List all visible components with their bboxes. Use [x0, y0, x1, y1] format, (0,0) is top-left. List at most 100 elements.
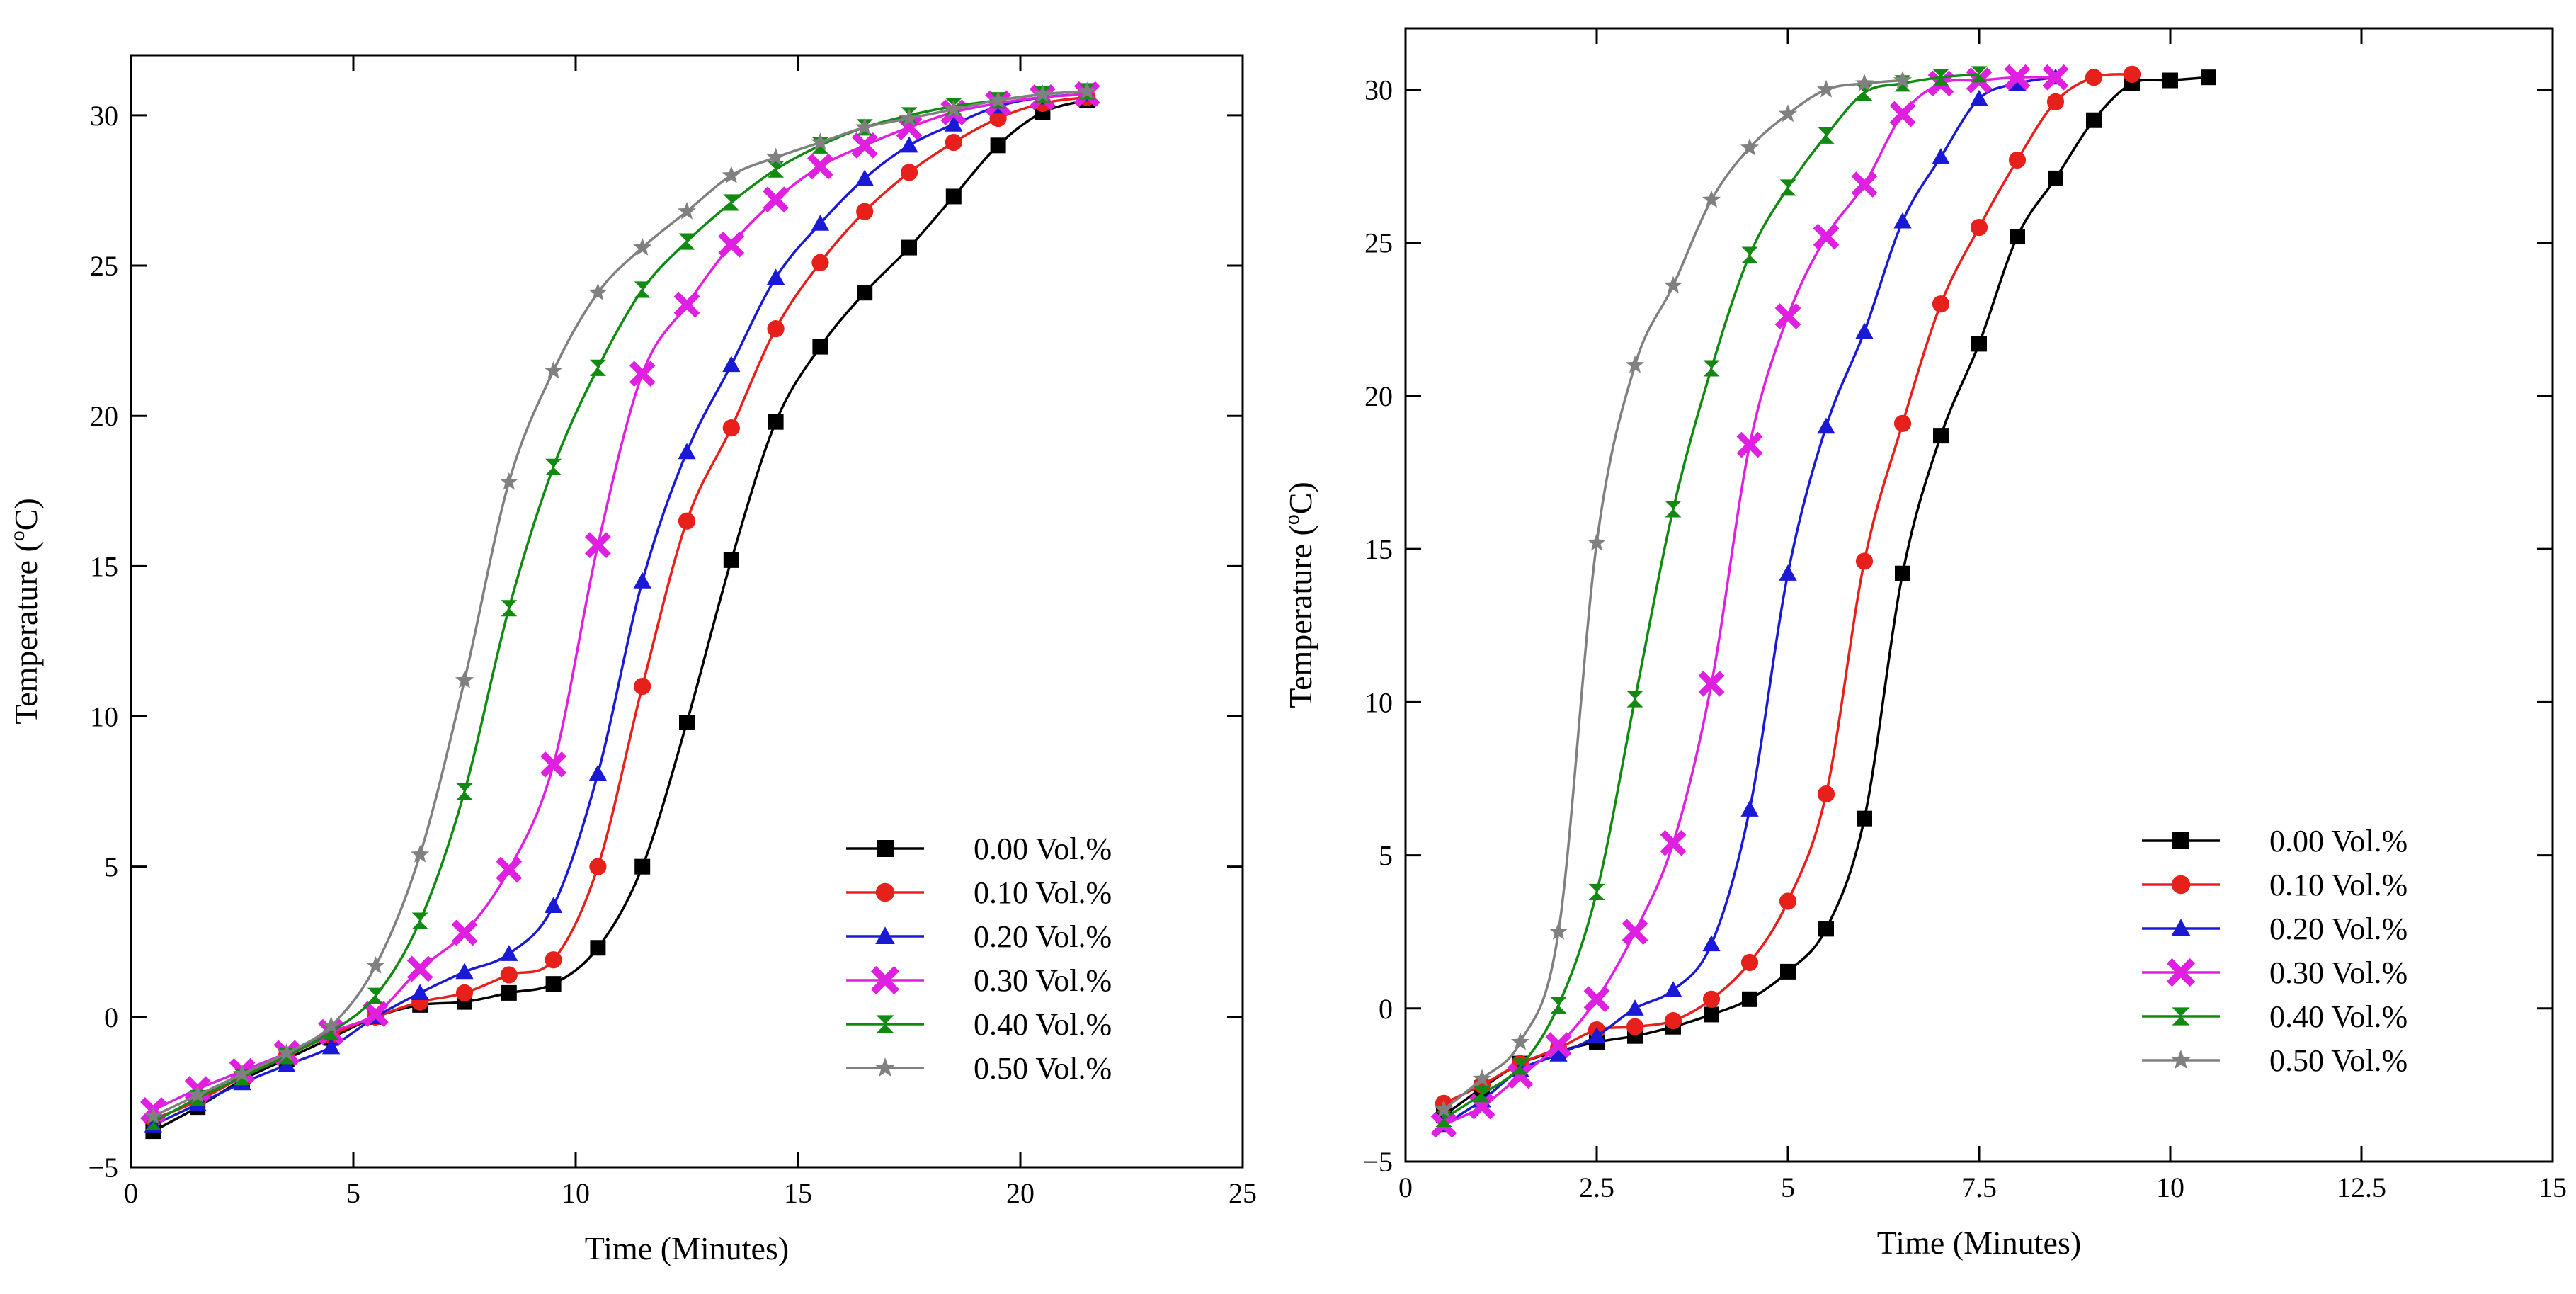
data-point-5	[633, 237, 652, 256]
legend-marker-0	[2172, 832, 2189, 849]
data-point-1	[1626, 1018, 1644, 1035]
legend-marker-5	[2170, 1050, 2192, 1069]
y-tick-label: 30	[1364, 74, 1393, 106]
legend-label-5: 0.50 Vol.%	[2269, 1043, 2407, 1078]
data-point-5	[1625, 355, 1645, 373]
data-point-5	[988, 90, 1008, 108]
y-tick-label: 10	[1364, 686, 1393, 718]
legend-marker-3	[2166, 958, 2196, 987]
data-point-5	[1549, 921, 1568, 940]
data-point-3	[673, 291, 700, 318]
data-point-3	[1622, 919, 1648, 946]
data-point-1	[722, 419, 740, 437]
data-point-4	[1818, 127, 1835, 144]
data-point-5	[1854, 74, 1874, 91]
data-point-0	[723, 552, 739, 568]
data-point-5	[1587, 533, 1607, 551]
data-point-0	[2201, 69, 2216, 86]
data-point-1	[811, 254, 829, 271]
legend-marker-3	[870, 965, 900, 995]
data-point-4	[678, 233, 695, 250]
data-point-0	[901, 239, 917, 256]
data-point-4	[1703, 360, 1720, 377]
data-point-2	[1588, 1027, 1606, 1043]
data-point-1	[2123, 65, 2141, 83]
data-point-0	[590, 940, 606, 956]
data-point-2	[766, 268, 785, 285]
data-point-3	[406, 955, 433, 982]
data-point-1	[856, 203, 874, 220]
data-point-3	[451, 919, 478, 946]
legend-marker-5	[874, 1057, 896, 1077]
y-axis-label-tail: C)	[8, 498, 44, 530]
data-point-3	[851, 132, 878, 159]
data-point-5	[277, 1043, 296, 1061]
data-point-4	[1665, 501, 1682, 518]
data-point-5	[366, 956, 385, 974]
legend-label-2: 0.20 Vol.%	[2269, 912, 2407, 946]
y-tick-label: 20	[90, 400, 118, 432]
data-point-5	[411, 845, 430, 863]
data-point-1	[589, 858, 607, 875]
data-point-0	[990, 137, 1006, 154]
legend-label-5: 0.50 Vol.%	[974, 1051, 1112, 1086]
data-point-5	[144, 1106, 163, 1124]
data-point-4	[411, 912, 428, 929]
data-point-5	[944, 99, 963, 118]
data-point-5	[544, 361, 563, 379]
data-point-4	[1779, 179, 1796, 196]
data-point-0	[1742, 991, 1757, 1007]
series-line-2	[152, 93, 1088, 1127]
data-point-1	[900, 164, 918, 181]
y-axis-label-tail: C)	[1282, 482, 1318, 514]
y-axis-label-superscript: o	[1280, 514, 1304, 525]
data-point-2	[1626, 999, 1644, 1016]
data-point-0	[2048, 170, 2063, 186]
series-line-5	[1442, 79, 1903, 1111]
y-tick-label: 30	[90, 100, 118, 132]
data-point-4	[768, 161, 785, 178]
data-point-0	[634, 858, 651, 875]
data-point-5	[588, 283, 608, 301]
data-point-2	[1932, 147, 1950, 164]
x-axis-label: Time (Minutes)	[1877, 1225, 2081, 1261]
data-point-0	[2010, 229, 2025, 245]
data-point-0	[501, 984, 517, 1001]
data-point-2	[1740, 800, 1759, 817]
legend-label-4: 0.40 Vol.%	[2269, 999, 2407, 1034]
series-line-5	[152, 90, 1088, 1118]
data-point-3	[629, 361, 656, 387]
data-point-1	[1779, 892, 1797, 910]
x-tick-label: 15	[784, 1177, 812, 1209]
data-point-0	[1895, 565, 1910, 581]
data-point-5	[1702, 190, 1721, 208]
data-point-4	[1588, 883, 1605, 901]
x-tick-label: 0	[1398, 1171, 1413, 1203]
data-point-4	[501, 600, 518, 617]
data-point-2	[1549, 1045, 1568, 1062]
data-point-0	[1857, 810, 1872, 827]
data-point-3	[1889, 101, 1916, 127]
y-tick-label: 15	[90, 550, 118, 582]
legend-label-1: 0.10 Vol.%	[2269, 868, 2407, 902]
data-point-2	[411, 984, 429, 1001]
legend-label-4: 0.40 Vol.%	[974, 1007, 1112, 1042]
data-point-4	[634, 281, 651, 298]
data-point-1	[767, 320, 785, 338]
data-point-0	[945, 188, 962, 205]
data-point-2	[633, 572, 651, 589]
x-tick-label: 10	[2156, 1171, 2184, 1203]
data-point-0	[2162, 72, 2178, 89]
data-point-0	[679, 715, 695, 730]
y-tick-label: 20	[1364, 380, 1393, 412]
data-point-1	[1932, 295, 1950, 313]
series-line-4	[152, 90, 1088, 1123]
data-point-2	[1893, 212, 1912, 229]
data-point-4	[1474, 1086, 1491, 1103]
data-point-4	[323, 1023, 340, 1040]
data-point-1	[2085, 69, 2103, 86]
data-point-0	[812, 339, 828, 355]
plot-area-frame	[130, 54, 1244, 1169]
